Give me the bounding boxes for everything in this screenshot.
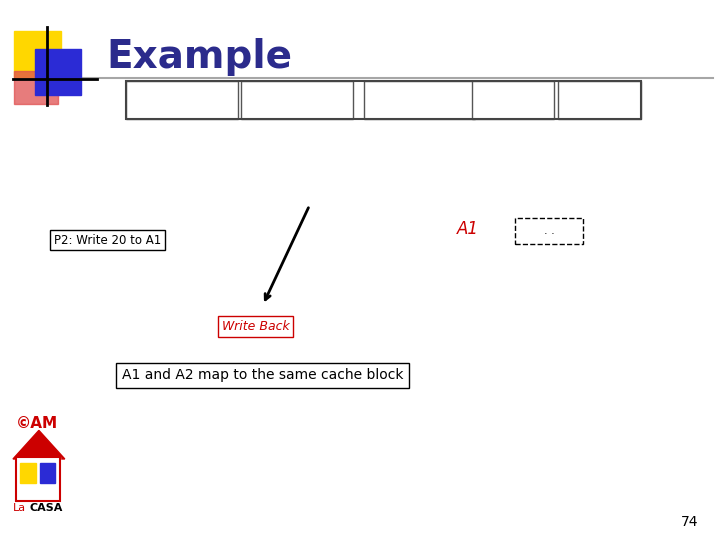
FancyBboxPatch shape	[241, 81, 353, 119]
Text: ©AM: ©AM	[16, 416, 58, 431]
Bar	[14, 31, 61, 77]
FancyBboxPatch shape	[472, 81, 554, 119]
Text: La: La	[13, 503, 26, 513]
Text: Processor 1: Processor 1	[136, 93, 228, 107]
Text: 74: 74	[681, 515, 698, 529]
Polygon shape	[13, 430, 65, 459]
Text: P2: Write 20 to A1: P2: Write 20 to A1	[54, 234, 161, 247]
Text: . .: . .	[544, 226, 554, 236]
Text: A1 and A2 map to the same cache block: A1 and A2 map to the same cache block	[122, 368, 403, 382]
Text: Processor 2: Processor 2	[251, 93, 343, 107]
Text: Interconnect: Interconnect	[369, 93, 469, 107]
FancyBboxPatch shape	[558, 81, 641, 119]
Text: Directory: Directory	[477, 93, 549, 107]
Bar	[16, 457, 60, 501]
Bar	[16, 457, 60, 501]
Text: Write Back: Write Back	[222, 320, 289, 333]
FancyBboxPatch shape	[126, 81, 238, 119]
FancyBboxPatch shape	[364, 81, 475, 119]
Bar	[40, 463, 55, 483]
FancyBboxPatch shape	[515, 218, 583, 244]
Bar	[35, 49, 81, 94]
Text: CASA: CASA	[30, 503, 63, 513]
Text: Example: Example	[107, 38, 292, 76]
Text: Memory: Memory	[568, 93, 631, 107]
Bar	[126, 81, 641, 119]
Bar	[14, 71, 58, 104]
Text: A1: A1	[457, 220, 479, 239]
Bar	[20, 463, 36, 483]
